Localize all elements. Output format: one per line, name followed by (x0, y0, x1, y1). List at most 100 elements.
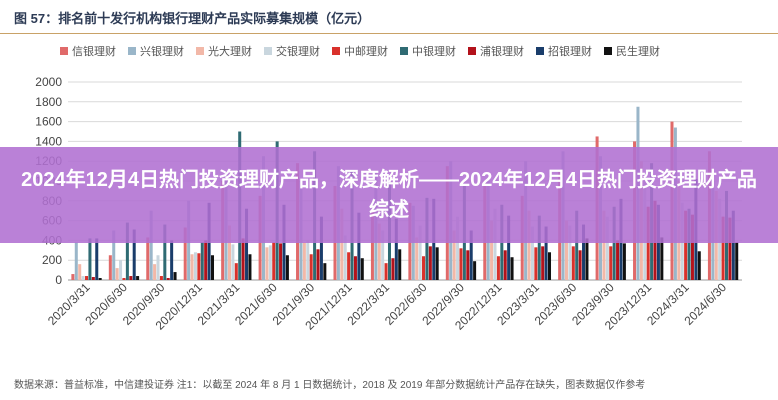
bar (227, 225, 231, 280)
bar (357, 212, 361, 280)
legend-swatch (196, 47, 204, 55)
bar (490, 220, 494, 280)
bar (265, 247, 269, 280)
bar (316, 249, 320, 280)
bar (248, 254, 252, 280)
bar (343, 235, 347, 280)
legend-swatch (536, 47, 544, 55)
bar (153, 264, 157, 280)
bar (272, 242, 276, 280)
bar (530, 226, 534, 280)
bar (582, 224, 586, 280)
bar (496, 256, 500, 280)
bar (146, 237, 150, 280)
bar (459, 248, 463, 280)
bar (302, 242, 306, 280)
bar (88, 238, 92, 280)
bar (435, 247, 439, 280)
legend-label: 浦银理财 (480, 46, 524, 58)
bar (571, 246, 575, 280)
legend-label: 交银理财 (276, 46, 320, 58)
bar (473, 261, 477, 280)
chart-legend: 信银理财 兴银理财 光大理财 交银理财 中邮理财 中银理财 浦银理财 招银理财 民生理财 (60, 42, 770, 60)
bar (78, 264, 82, 280)
bar (616, 240, 620, 280)
bar (74, 242, 78, 280)
bar (149, 210, 153, 280)
bar (422, 256, 426, 280)
bar (578, 250, 582, 280)
bar (309, 254, 313, 280)
bar (537, 215, 541, 280)
bar (510, 257, 514, 280)
legend-swatch (128, 47, 136, 55)
bar (609, 246, 613, 280)
legend-item: 光大理财 (196, 43, 252, 59)
bar (384, 263, 388, 280)
bar (622, 243, 626, 280)
bar (197, 253, 201, 280)
bar (95, 238, 99, 280)
y-tick-label: 2000 (35, 75, 62, 89)
bar (534, 247, 538, 280)
bar (377, 223, 381, 280)
bar (115, 268, 119, 280)
bar (125, 222, 129, 280)
bar (507, 215, 511, 280)
bar (728, 217, 732, 280)
legend-item: 招银理财 (536, 43, 592, 59)
bar (129, 276, 133, 280)
bar (190, 254, 194, 280)
bar (91, 277, 95, 280)
legend-item: 信银理财 (60, 43, 116, 59)
bar (193, 252, 197, 280)
bar (469, 230, 473, 280)
bar (122, 278, 126, 280)
bar (585, 238, 589, 280)
legend-label: 中银理财 (412, 46, 456, 58)
bar (541, 246, 545, 280)
bar (690, 214, 694, 280)
bar (200, 242, 204, 280)
legend-label: 信银理财 (72, 46, 116, 58)
bar (183, 227, 187, 280)
bar (340, 208, 344, 280)
figure-title-bar: 图 57：排名前十发行机构银行理财产品实际募集规模（亿元） (0, 0, 778, 34)
bar (85, 276, 89, 280)
bar (156, 255, 160, 280)
bar (231, 244, 235, 280)
bar (428, 246, 432, 280)
legend-label: 兴银理财 (140, 46, 184, 58)
bar (687, 208, 691, 280)
bar (370, 210, 374, 280)
bar (381, 230, 385, 280)
bar (319, 216, 323, 280)
bar (234, 263, 238, 280)
bar (398, 249, 402, 280)
bar (347, 252, 351, 280)
bar (660, 237, 664, 280)
legend-label: 光大理财 (208, 46, 252, 58)
bar (241, 238, 245, 280)
bar (268, 245, 272, 280)
legend-swatch (604, 47, 612, 55)
headline-text: 2024年12月4日热门投资理财产品，深度解析——2024年12月4日热门投资理… (21, 169, 757, 221)
legend-swatch (468, 47, 476, 55)
bar (418, 225, 422, 280)
y-tick-label: 1600 (35, 115, 62, 129)
legend-item: 中邮理财 (332, 43, 388, 59)
bar (391, 258, 395, 280)
legend-label: 招银理财 (548, 46, 592, 58)
bar (721, 216, 725, 280)
bar (547, 252, 552, 280)
headline-banner: 2024年12月4日热门投资理财产品，深度解析——2024年12月4日热门投资理… (0, 147, 778, 243)
legend-swatch (400, 47, 408, 55)
bar (735, 242, 739, 280)
bar (731, 210, 735, 280)
bar (456, 216, 460, 280)
bar (353, 256, 357, 280)
legend-label: 中邮理财 (344, 46, 388, 58)
legend-item: 交银理财 (264, 43, 320, 59)
y-tick-label: 200 (42, 253, 62, 267)
legend-item: 兴银理财 (128, 43, 184, 59)
